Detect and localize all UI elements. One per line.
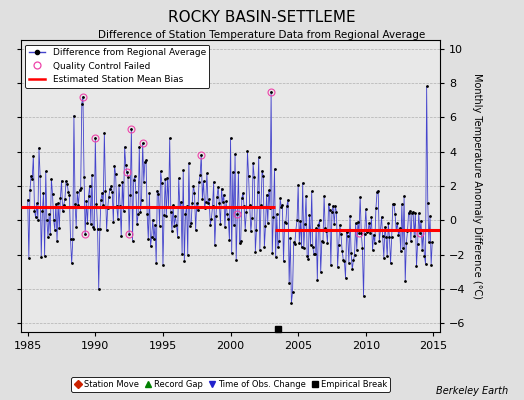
Text: Berkeley Earth: Berkeley Earth bbox=[436, 386, 508, 396]
Text: Difference of Station Temperature Data from Regional Average: Difference of Station Temperature Data f… bbox=[99, 30, 425, 40]
Y-axis label: Monthly Temperature Anomaly Difference (°C): Monthly Temperature Anomaly Difference (… bbox=[472, 73, 483, 299]
Legend: Difference from Regional Average, Quality Control Failed, Estimated Station Mean: Difference from Regional Average, Qualit… bbox=[26, 44, 210, 88]
Legend: Station Move, Record Gap, Time of Obs. Change, Empirical Break: Station Move, Record Gap, Time of Obs. C… bbox=[71, 377, 390, 392]
Text: ROCKY BASIN-SETTLEME: ROCKY BASIN-SETTLEME bbox=[168, 10, 356, 25]
